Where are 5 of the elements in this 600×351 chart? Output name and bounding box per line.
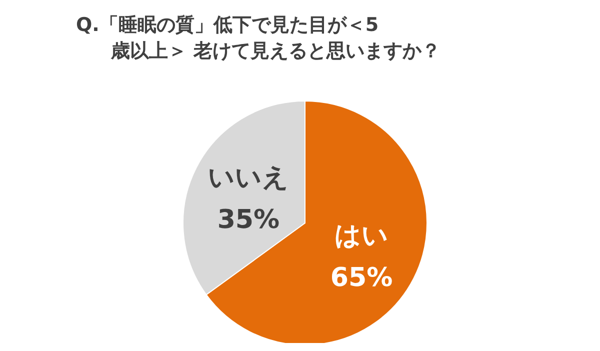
data-label: 65% [330,262,393,293]
chart-title: Q.「睡眠の質」低下で見た目が＜5歳以上＞ 老けて見えると思いますか？ [76,13,442,64]
slice-label: はい [334,220,389,251]
slice-label: いいえ [208,163,289,194]
data-label: 35% [217,205,280,236]
